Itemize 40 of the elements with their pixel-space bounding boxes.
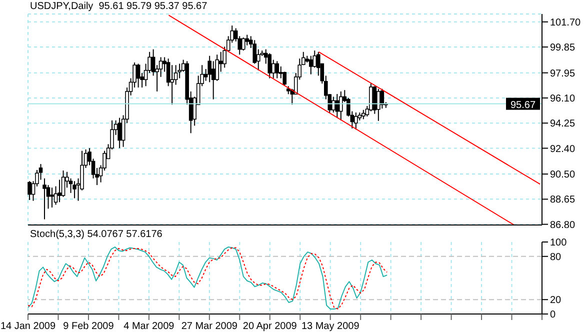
candlestick <box>376 88 380 122</box>
candlestick <box>241 37 246 52</box>
candlestick <box>308 55 313 75</box>
candlestick <box>118 117 122 149</box>
y-tick-label: 92.40 <box>550 144 576 155</box>
y-tick-label: 80 <box>550 252 562 263</box>
candlestick <box>275 60 280 79</box>
y-tick-label: 101.70 <box>550 17 582 28</box>
chart-title: Stoch(5,3,3) 54.0767 57.6176 <box>30 229 162 240</box>
candlestick <box>354 112 358 130</box>
candlestick <box>268 52 272 79</box>
y-tick-label: 0 <box>550 310 556 321</box>
y-tick-label: 99.85 <box>550 42 576 54</box>
y-tick-label: 90.50 <box>550 170 576 181</box>
y-tick-label: 96.10 <box>550 94 576 105</box>
candlestick <box>245 34 250 46</box>
y-tick-label: 94.25 <box>550 118 576 130</box>
candlestick <box>50 187 54 208</box>
x-tick-label: 9 Feb 2009 <box>63 321 114 332</box>
y-tick-label: 86.80 <box>550 220 576 231</box>
candlestick <box>170 64 174 106</box>
candlestick <box>335 94 340 118</box>
chart-title: USDJPY,Daily 95.61 95.79 95.37 95.67 <box>30 1 208 12</box>
candlestick <box>339 90 343 121</box>
y-tick-label: 97.95 <box>550 68 576 80</box>
x-tick-label: 13 May 2009 <box>301 321 360 332</box>
x-tick-label: 4 Mar 2009 <box>124 321 175 332</box>
x-tick-label: 14 Jan 2009 <box>0 321 56 332</box>
candlestick <box>58 179 62 203</box>
x-tick-label: 20 Apr 2009 <box>242 321 298 332</box>
candlestick <box>42 178 46 220</box>
y-tick-label: 20 <box>550 295 562 306</box>
candlestick <box>136 63 140 88</box>
y-tick-label: 100 <box>550 238 568 249</box>
candlestick <box>28 180 32 200</box>
candlestick <box>72 180 76 199</box>
y-tick-label: 88.65 <box>550 194 576 206</box>
candlestick <box>362 109 366 120</box>
x-tick-label: 27 Mar 2009 <box>181 321 238 332</box>
ref-line-label: 95.67 <box>510 100 536 111</box>
